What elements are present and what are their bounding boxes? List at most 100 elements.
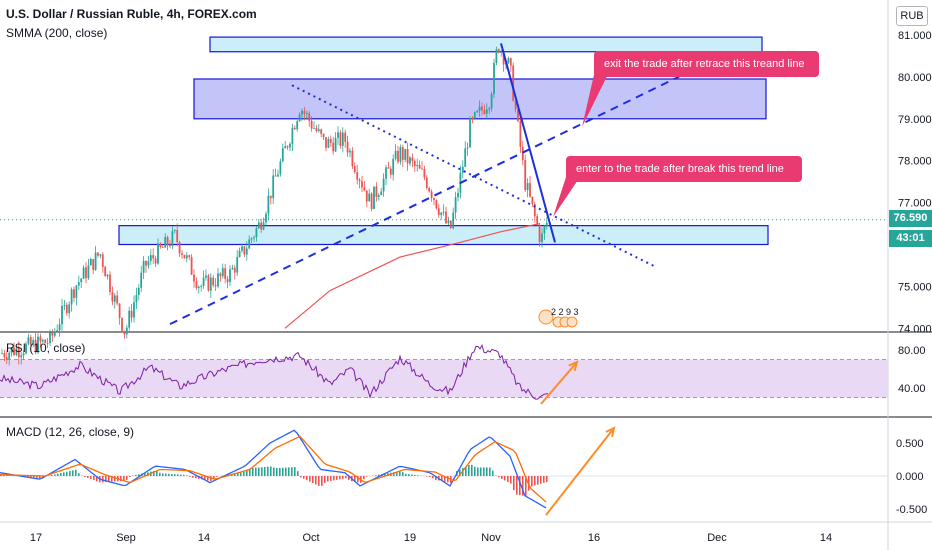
symbol-title: U.S. Dollar / Russian Ruble, 4h, FOREX.c… [6,7,257,21]
macd-lines [0,429,548,509]
candle-body [229,269,231,282]
candle-body [385,167,387,179]
exit-callout[interactable]: exit the trade after retrace this treand… [594,51,819,77]
candle-body [334,137,337,152]
macd-label: MACD (12, 26, close, 9) [6,425,135,439]
macd-histogram-bar [444,476,446,482]
macd-histogram-bar [168,473,170,476]
candle-body [375,186,378,198]
candle-body [37,336,39,353]
rsi-arrow [540,361,578,405]
macd-histogram-bar [276,468,278,476]
candle-body [183,254,186,259]
macd-histogram-bar [498,476,500,478]
macd-histogram-bar [60,473,62,476]
candle-body [41,339,44,342]
candle-body [457,192,459,198]
currency-button[interactable]: RUB [896,6,928,26]
candle-body [257,222,260,229]
price-axis-tick: 77.000 [898,198,932,210]
price-zones[interactable] [118,36,769,246]
candle-body [322,133,325,137]
rsi-line [0,344,549,400]
candle-body [272,175,275,199]
candle-body [353,166,356,173]
macd-histogram-bar [339,476,341,480]
price-axis-tick: 79.000 [898,114,932,126]
candle-body [281,148,284,162]
candle-body [205,275,207,278]
macd-histogram-bar [501,476,503,479]
macd-axis-tick: 0.500 [896,438,924,450]
macd-histogram-bar [216,476,218,477]
macd-histogram-bar [330,476,332,482]
candle-body [351,150,354,167]
candle-body [149,255,152,262]
candle-body [538,225,541,242]
arrows[interactable] [540,360,616,516]
candle-body [5,357,8,360]
candle-body [243,246,246,255]
enter-callout[interactable]: enter to the trade after break this tren… [566,156,802,182]
candle-body [22,353,25,356]
enter-callout-pointer [553,171,584,217]
macd-histogram-bar [108,476,110,482]
candles [1,46,548,366]
candle-body [473,112,476,119]
macd-histogram-bar [312,476,314,484]
candle-body [200,286,203,287]
rsi-label: RSI (10, close) [6,341,86,355]
macd-histogram-bar [306,476,308,481]
events-count: 2 2 9 3 [551,307,579,317]
candle-body [536,216,539,226]
macd-histogram-bar [204,476,206,480]
macd-histogram-bar [513,476,515,491]
macd-histogram-bar [165,473,167,476]
macd-histogram-bar [480,467,482,476]
macd-histogram-bar [162,473,164,476]
macd-histogram-bar [96,476,98,482]
macd-histogram-bar [120,476,122,482]
candle-body [517,109,519,121]
candle-body [382,178,385,192]
macd-histogram-bar [348,476,350,480]
candle-body [509,58,512,66]
macd-histogram-bar [285,467,287,476]
macd-histogram-bar [519,476,521,496]
macd-histogram-bar [414,474,416,476]
candle-body [442,211,445,213]
candle-body [25,343,27,354]
candle-body [29,337,32,345]
candle-body [178,242,181,254]
candle-body [101,254,104,267]
macd-axis-tick: -0.500 [896,504,927,516]
macd-histogram-bar [183,474,185,476]
candle-body [543,226,546,234]
candle-body [358,179,361,182]
candle-body [317,129,320,132]
candle-body [166,237,169,246]
candle-body [433,198,435,201]
macd-histogram-bar [279,467,281,476]
trend-line-dashed [169,65,701,326]
candle-body [99,254,102,256]
macd-histogram-bar [36,476,38,479]
candle-body [404,149,407,160]
candle-body [253,237,255,239]
candle-body [212,277,215,286]
candle-body [397,150,399,162]
candle-body [159,243,162,248]
macd-histogram-bar [459,469,461,476]
macd-histogram-bar [336,476,338,480]
macd-histogram-bar [510,476,512,484]
candle-body [202,277,205,287]
macd-histogram-bar [345,476,347,479]
candle-body [77,282,80,286]
candle-body [161,247,164,248]
trend-lines[interactable] [169,43,701,326]
macd-histogram-bar [282,467,284,476]
candle-body [58,324,61,331]
macd-histogram-bar [543,476,545,483]
events-badge[interactable]: 2 2 9 3 [538,307,579,328]
